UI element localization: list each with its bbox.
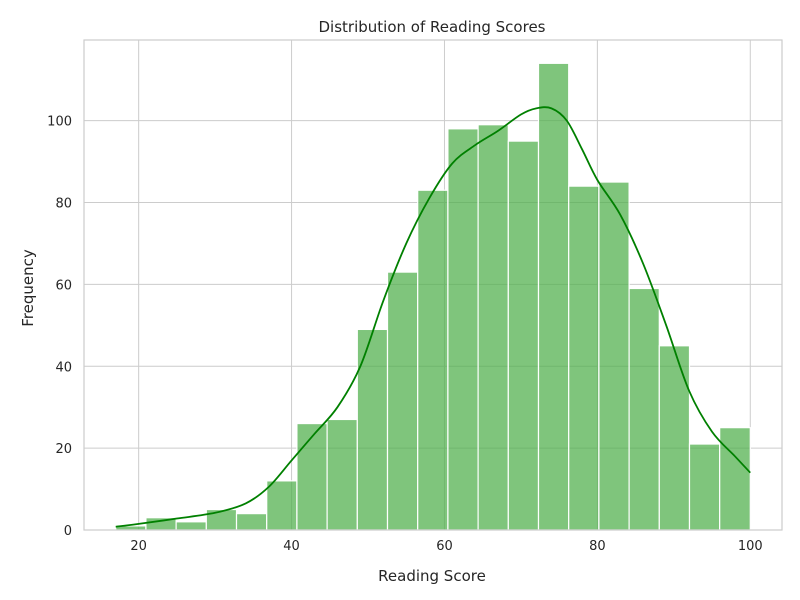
y-tick-label: 80 bbox=[55, 197, 72, 212]
histogram-bar bbox=[628, 287, 660, 531]
x-tick-label: 100 bbox=[738, 539, 763, 554]
x-tick-label: 80 bbox=[589, 539, 606, 554]
histogram-bar bbox=[507, 140, 540, 531]
histogram-bar bbox=[477, 124, 509, 531]
histogram-bar bbox=[356, 328, 389, 531]
histogram-bar bbox=[688, 443, 721, 531]
y-axis-label: Frequency bbox=[19, 249, 37, 327]
bars-layer bbox=[115, 62, 751, 531]
histogram-bar bbox=[719, 427, 751, 531]
histogram-bar bbox=[537, 62, 570, 531]
x-tick-label: 20 bbox=[130, 539, 147, 554]
x-tick-label: 40 bbox=[283, 539, 300, 554]
histogram-bar bbox=[326, 418, 358, 531]
plot-frame bbox=[83, 39, 783, 531]
histogram-bar bbox=[658, 345, 691, 531]
y-tick-label: 0 bbox=[64, 524, 72, 539]
histogram-bar bbox=[205, 508, 238, 531]
histogram-bar bbox=[175, 521, 207, 531]
kde-curve bbox=[115, 106, 751, 528]
y-tick-label: 60 bbox=[55, 278, 72, 293]
histogram-bar bbox=[235, 513, 268, 531]
ticks-layer: 20 40 60 80 100 0 20 40 60 80 100 bbox=[47, 115, 763, 554]
y-tick-label: 40 bbox=[55, 360, 72, 375]
histogram-bar bbox=[598, 181, 630, 531]
histogram-bar bbox=[386, 271, 419, 531]
histogram-bar bbox=[417, 189, 449, 531]
y-tick-label: 100 bbox=[47, 115, 72, 130]
x-axis-label: Reading Score bbox=[378, 567, 486, 585]
histogram-bar bbox=[266, 480, 298, 531]
y-tick-label: 20 bbox=[55, 442, 72, 457]
histogram-bar bbox=[447, 128, 479, 531]
chart-title: Distribution of Reading Scores bbox=[319, 18, 546, 36]
histogram-bar bbox=[296, 422, 328, 531]
histogram-bar bbox=[568, 185, 600, 531]
x-tick-label: 60 bbox=[436, 539, 453, 554]
